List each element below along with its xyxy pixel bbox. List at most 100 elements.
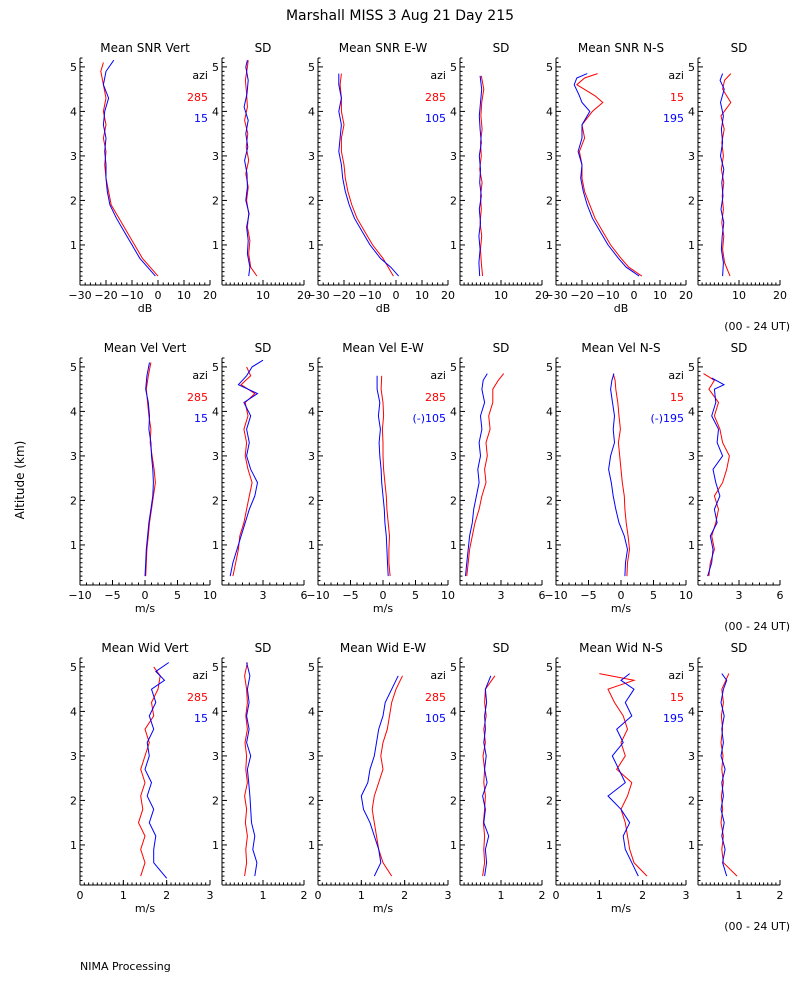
panel-1-x-tick-label: 20 xyxy=(203,289,217,302)
panel-11-x-label: m/s xyxy=(611,602,631,615)
panel-16-x-tick-label: 1 xyxy=(498,889,505,902)
panel-17-x-tick-label: 2 xyxy=(639,889,646,902)
panel-16-y-tick-label: 3 xyxy=(450,750,457,763)
panel-13-x-tick-label: 0 xyxy=(77,889,84,902)
panel-6-y-tick-label: 3 xyxy=(688,150,695,163)
panel-9-series-285-red xyxy=(380,375,391,577)
panel-9-series-105-blue xyxy=(376,375,389,577)
panel-18-series-195-blue xyxy=(720,673,728,877)
panel-7-y-tick-label: 4 xyxy=(70,405,77,418)
panel-15-y-tick-label: 2 xyxy=(308,794,315,807)
panel-5-series-195-blue xyxy=(573,73,640,277)
panel-11-x-tick-label: 0 xyxy=(618,589,625,602)
panel-7-x-tick-label: 0 xyxy=(142,589,149,602)
panel-6-series-195-blue xyxy=(719,73,725,277)
panel-2-y-tick-label: 5 xyxy=(212,61,219,74)
panel-5-x-tick-label: −10 xyxy=(596,289,619,302)
panel-3-x-tick-label: −10 xyxy=(358,289,381,302)
panel-9-y-tick-label: 2 xyxy=(308,494,315,507)
panel-13-y-tick-label: 3 xyxy=(70,750,77,763)
panel-7-x-tick-label: −10 xyxy=(68,589,91,602)
panel-15-legend-title: azi xyxy=(430,669,446,682)
panel-7-y-tick-label: 3 xyxy=(70,450,77,463)
panel-8-y-tick-label: 2 xyxy=(212,494,219,507)
panel-9-x-label: m/s xyxy=(373,602,393,615)
panel-17-x-tick-label: 3 xyxy=(683,889,690,902)
panel-7-x-tick-label: 5 xyxy=(174,589,181,602)
panel-9-y-tick-label: 1 xyxy=(308,539,315,552)
panel-13-series-285-red xyxy=(137,666,161,877)
panel-5-x-tick-label: 20 xyxy=(679,289,693,302)
panel-5-y-tick-label: 3 xyxy=(546,150,553,163)
panel-13-series-15-blue xyxy=(144,662,170,879)
panel-1-x-tick-label: 10 xyxy=(177,289,191,302)
panel-14-y-tick-label: 4 xyxy=(212,705,219,718)
panel-6-series-15-red xyxy=(720,73,732,277)
panel-13-y-tick-label: 5 xyxy=(70,661,77,674)
panel-3-y-tick-label: 4 xyxy=(308,105,315,118)
panel-15-y-tick-label: 1 xyxy=(308,839,315,852)
panel-8: SD 1 2 3 4 5 3 6 xyxy=(212,341,308,602)
panel-15-series-105-blue xyxy=(360,675,399,877)
panel-13-y-tick-label: 2 xyxy=(70,794,77,807)
panel-3-legend-entry-1: 285 xyxy=(425,91,446,104)
panel-12-y-tick-label: 5 xyxy=(688,361,695,374)
panel-3-x-tick-label: −20 xyxy=(332,289,355,302)
panel-4-y-tick-label: 4 xyxy=(450,105,457,118)
panel-6: SD 1 2 3 4 5 10 20 xyxy=(688,41,787,302)
panel-14-title: SD xyxy=(255,641,272,655)
panel-6-y-tick-label: 5 xyxy=(688,61,695,74)
panel-1-title: Mean SNR Vert xyxy=(100,41,190,55)
panel-12-y-tick-label: 1 xyxy=(688,539,695,552)
panel-14-series-15-blue xyxy=(246,662,258,877)
panel-15-x-tick-label: 3 xyxy=(445,889,452,902)
panel-17-title: Mean Wid N-S xyxy=(579,641,663,655)
panel-5-y-tick-label: 4 xyxy=(546,105,553,118)
panel-11-x-tick-label: −5 xyxy=(580,589,596,602)
panel-17-series-195-blue xyxy=(607,673,639,877)
panel-14-y-tick-label: 5 xyxy=(212,661,219,674)
panel-5-y-tick-label: 1 xyxy=(546,239,553,252)
panel-3-x-tick-label: 0 xyxy=(393,289,400,302)
panel-5-legend-title: azi xyxy=(668,69,684,82)
panel-5-title: Mean SNR N-S xyxy=(578,41,664,55)
panel-18: SD 1 2 3 4 5 1 2 xyxy=(688,641,784,902)
panel-9-x-tick-label: 5 xyxy=(412,589,419,602)
panel-11-y-tick-label: 3 xyxy=(546,450,553,463)
panel-17-x-tick-label: 0 xyxy=(553,889,560,902)
panel-8-title: SD xyxy=(255,341,272,355)
panel-6-y-tick-label: 1 xyxy=(688,239,695,252)
panel-14-x-tick-label: 2 xyxy=(301,889,308,902)
panel-10-y-tick-label: 4 xyxy=(450,405,457,418)
panel-17-legend-entry-2: 195 xyxy=(663,712,684,725)
panel-7-series-15-blue xyxy=(144,362,154,577)
panel-1-y-tick-label: 2 xyxy=(70,194,77,207)
panel-3-x-label: dB xyxy=(376,302,391,315)
panel-12-y-tick-label: 2 xyxy=(688,494,695,507)
panel-5-y-tick-label: 5 xyxy=(546,61,553,74)
panel-4-series-105-blue xyxy=(478,75,483,277)
panel-5-x-label: dB xyxy=(614,302,629,315)
panel-11-x-tick-label: 5 xyxy=(650,589,657,602)
panel-15-x-label: m/s xyxy=(373,902,393,915)
panel-3-legend-entry-2: 105 xyxy=(425,112,446,125)
panel-18-x-tick-label: 2 xyxy=(777,889,784,902)
panel-7-x-label: m/s xyxy=(135,602,155,615)
panel-6-y-tick-label: 2 xyxy=(688,194,695,207)
panel-2-series-285-red xyxy=(244,60,258,277)
panel-1-y-tick-label: 3 xyxy=(70,150,77,163)
panel-15-series-285-red xyxy=(371,675,403,877)
panel-13-x-tick-label: 1 xyxy=(120,889,127,902)
panel-8-y-tick-label: 5 xyxy=(212,361,219,374)
panel-2-y-tick-label: 1 xyxy=(212,239,219,252)
panel-3-series-105-blue xyxy=(338,73,399,277)
panel-17-x-tick-label: 1 xyxy=(596,889,603,902)
panel-14: SD 1 2 3 4 5 1 2 xyxy=(212,641,308,902)
panel-1-legend-entry-2: 15 xyxy=(194,112,208,125)
panel-4-y-tick-label: 3 xyxy=(450,150,457,163)
panel-4-x-tick-label: 20 xyxy=(535,289,549,302)
panel-3-series-285-red xyxy=(339,73,394,277)
panel-17-y-tick-label: 1 xyxy=(546,839,553,852)
